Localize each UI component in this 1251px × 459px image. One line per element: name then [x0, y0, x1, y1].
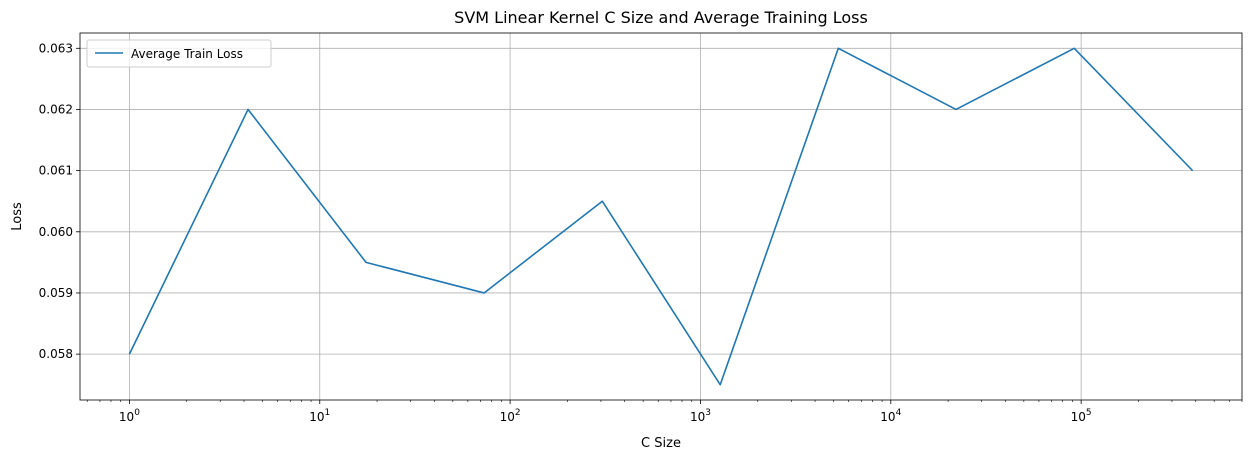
x-tick-label: 105 — [1071, 408, 1092, 424]
y-tick-label: 0.060 — [39, 225, 73, 239]
series-layer — [128, 47, 1194, 386]
plot-frame — [79, 32, 1243, 401]
x-axis-label: C Size — [641, 436, 681, 451]
y-axis: 0.058 0.059 0.060 0.061 0.062 0.063 — [39, 41, 80, 361]
y-tick-label: 0.059 — [39, 286, 73, 300]
y-tick-label: 0.062 — [39, 102, 73, 116]
chart-title: SVM Linear Kernel C Size and Average Tra… — [454, 8, 868, 27]
x-tick-label: 100 — [119, 408, 140, 424]
legend-label: Average Train Loss — [131, 47, 243, 61]
x-tick-label: 103 — [690, 408, 711, 424]
y-tick-label: 0.063 — [39, 41, 73, 55]
legend-box — [86, 39, 272, 68]
x-tick-label: 101 — [309, 408, 330, 424]
y-tick-label: 0.058 — [39, 347, 73, 361]
y-tick-label: 0.061 — [39, 164, 73, 178]
x-axis: 100 101 102 103 104 105 — [86, 400, 1243, 424]
grid — [80, 33, 1242, 400]
x-tick-label: 104 — [880, 408, 901, 424]
legend: Average Train Loss — [86, 39, 272, 68]
y-axis-label: Loss — [10, 202, 25, 231]
x-tick-label: 102 — [500, 408, 521, 424]
series-line — [128, 47, 1194, 386]
